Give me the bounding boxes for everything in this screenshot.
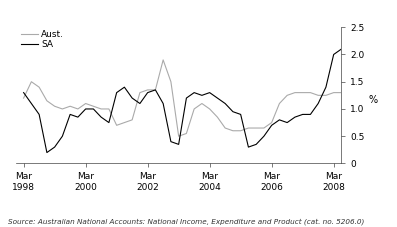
Aust. bbox=[44, 99, 49, 102]
SA bbox=[207, 91, 212, 94]
SA bbox=[308, 113, 313, 116]
SA bbox=[122, 86, 127, 89]
Aust. bbox=[331, 91, 336, 94]
SA bbox=[254, 143, 258, 146]
Aust. bbox=[153, 89, 158, 91]
Aust. bbox=[207, 108, 212, 110]
SA bbox=[137, 102, 142, 105]
Aust. bbox=[231, 129, 235, 132]
SA bbox=[83, 108, 88, 110]
Y-axis label: %: % bbox=[368, 95, 378, 105]
Aust. bbox=[52, 105, 57, 108]
Aust. bbox=[21, 97, 26, 99]
SA bbox=[215, 97, 220, 99]
SA bbox=[37, 113, 42, 116]
SA bbox=[44, 151, 49, 154]
Aust. bbox=[91, 105, 96, 108]
Line: Aust.: Aust. bbox=[24, 60, 341, 136]
Aust. bbox=[99, 108, 104, 110]
Aust. bbox=[293, 91, 297, 94]
SA bbox=[262, 135, 266, 138]
Aust. bbox=[176, 135, 181, 138]
Aust. bbox=[83, 102, 88, 105]
SA bbox=[277, 118, 282, 121]
Aust. bbox=[339, 91, 344, 94]
SA bbox=[153, 89, 158, 91]
SA bbox=[269, 124, 274, 127]
Aust. bbox=[122, 121, 127, 124]
Line: SA: SA bbox=[24, 49, 341, 153]
Aust. bbox=[324, 94, 328, 97]
SA bbox=[29, 102, 34, 105]
Aust. bbox=[316, 94, 320, 97]
SA bbox=[246, 146, 251, 148]
Aust. bbox=[29, 80, 34, 83]
Aust. bbox=[200, 102, 204, 105]
SA bbox=[114, 91, 119, 94]
SA bbox=[200, 94, 204, 97]
Aust. bbox=[262, 127, 266, 129]
Aust. bbox=[254, 127, 258, 129]
SA bbox=[99, 116, 104, 118]
Aust. bbox=[215, 116, 220, 118]
SA bbox=[223, 102, 227, 105]
Aust. bbox=[300, 91, 305, 94]
Aust. bbox=[130, 118, 135, 121]
SA bbox=[231, 110, 235, 113]
Aust. bbox=[37, 86, 42, 89]
Aust. bbox=[60, 108, 65, 110]
SA bbox=[300, 113, 305, 116]
SA bbox=[75, 116, 80, 118]
Aust. bbox=[269, 121, 274, 124]
SA bbox=[331, 53, 336, 56]
Aust. bbox=[75, 108, 80, 110]
SA bbox=[324, 86, 328, 89]
SA bbox=[316, 102, 320, 105]
Aust. bbox=[168, 80, 173, 83]
Aust. bbox=[308, 91, 313, 94]
Aust. bbox=[114, 124, 119, 127]
SA bbox=[52, 146, 57, 148]
SA bbox=[339, 48, 344, 50]
SA bbox=[285, 121, 289, 124]
Aust. bbox=[106, 108, 111, 110]
SA bbox=[184, 97, 189, 99]
Aust. bbox=[246, 127, 251, 129]
Aust. bbox=[192, 108, 197, 110]
SA bbox=[161, 102, 166, 105]
Aust. bbox=[238, 129, 243, 132]
Aust. bbox=[68, 105, 73, 108]
SA bbox=[238, 113, 243, 116]
Text: Source: Australian National Accounts: National Income, Expenditure and Product (: Source: Australian National Accounts: Na… bbox=[8, 218, 364, 225]
SA bbox=[176, 143, 181, 146]
Aust. bbox=[277, 102, 282, 105]
Aust. bbox=[285, 94, 289, 97]
Aust. bbox=[184, 132, 189, 135]
Aust. bbox=[161, 59, 166, 61]
SA bbox=[168, 140, 173, 143]
Aust. bbox=[137, 91, 142, 94]
SA bbox=[130, 97, 135, 99]
Legend: Aust., SA: Aust., SA bbox=[20, 29, 65, 50]
SA bbox=[60, 135, 65, 138]
Aust. bbox=[145, 89, 150, 91]
SA bbox=[68, 113, 73, 116]
Aust. bbox=[223, 127, 227, 129]
SA bbox=[293, 116, 297, 118]
SA bbox=[21, 91, 26, 94]
SA bbox=[192, 91, 197, 94]
SA bbox=[145, 91, 150, 94]
SA bbox=[106, 121, 111, 124]
SA bbox=[91, 108, 96, 110]
